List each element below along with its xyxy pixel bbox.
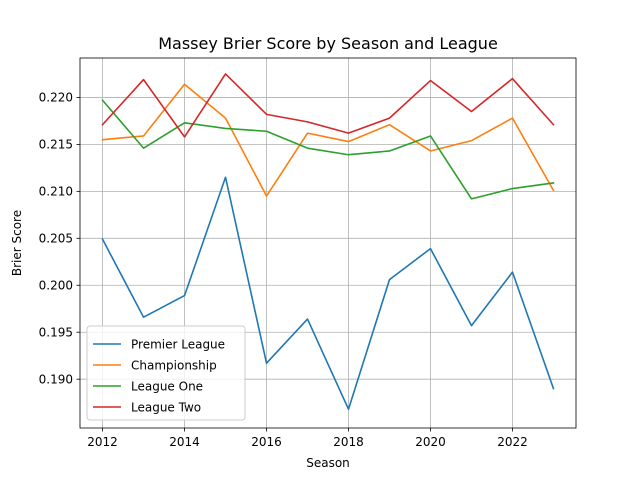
series-line-championship <box>101 83 555 197</box>
y-tick-label: 0.195 <box>39 325 73 339</box>
series-layer <box>101 73 555 411</box>
legend-label-league-two: League Two <box>131 401 201 415</box>
x-tick-label: 2022 <box>497 435 528 449</box>
legend-label-premier-league: Premier League <box>131 338 225 352</box>
x-tick-label: 2018 <box>333 435 364 449</box>
y-tick-label: 0.215 <box>39 138 73 152</box>
y-tick-label: 0.200 <box>39 278 73 292</box>
y-axis: 0.190 0.195 0.200 0.205 0.210 0.215 0.220 <box>39 91 80 386</box>
x-tick-label: 2020 <box>415 435 446 449</box>
x-axis: 2012 2014 2016 2018 2020 2022 <box>87 428 528 449</box>
x-tick-label: 2016 <box>251 435 282 449</box>
y-tick-label: 0.220 <box>39 91 73 105</box>
legend-box <box>86 325 246 421</box>
x-tick-label: 2014 <box>169 435 200 449</box>
x-axis-label: Season <box>306 456 350 470</box>
legend-label-league-one: League One <box>131 380 203 394</box>
series-line-league-two <box>101 73 555 138</box>
y-tick-label: 0.210 <box>39 185 73 199</box>
legend: Premier League Championship League One Leag… <box>86 325 246 421</box>
series-line-premier-league <box>101 176 555 411</box>
chart-title: Massey Brier Score by Season and League <box>158 34 498 53</box>
plot-frame <box>79 57 577 429</box>
legend-label-championship: Championship <box>131 359 217 373</box>
y-tick-label: 0.205 <box>39 232 73 246</box>
y-axis-label: Brier Score <box>10 210 24 276</box>
x-tick-label: 2012 <box>87 435 118 449</box>
y-tick-label: 0.190 <box>39 372 73 386</box>
